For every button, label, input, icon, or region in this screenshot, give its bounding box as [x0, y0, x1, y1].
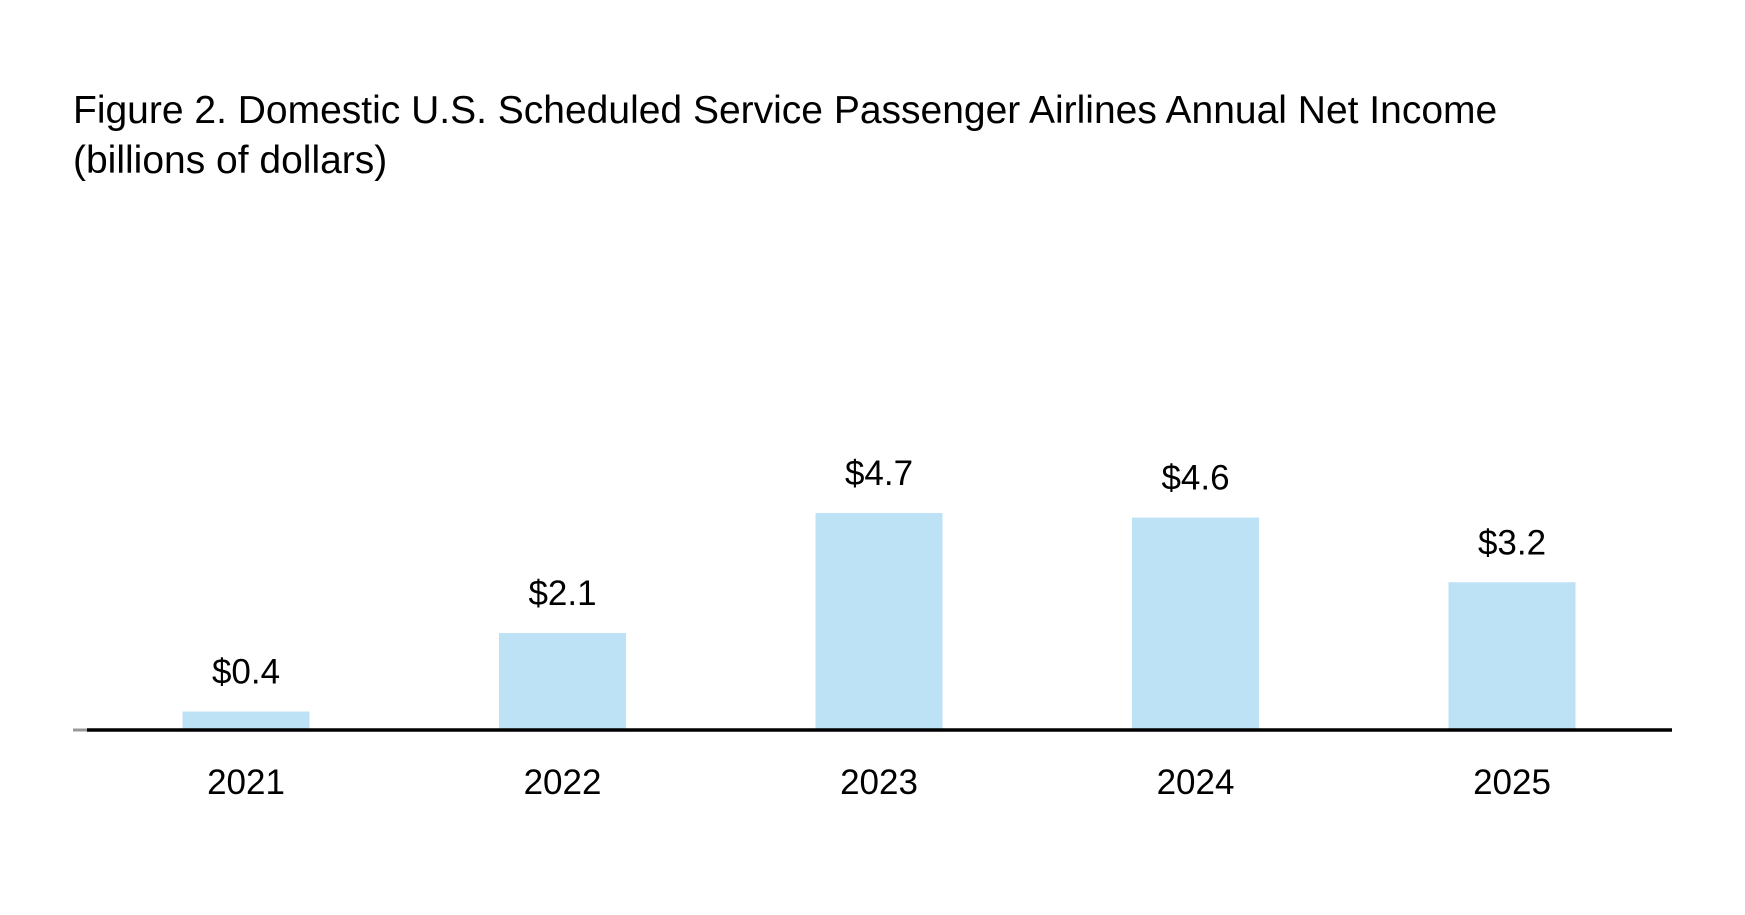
bar-2022 — [499, 633, 626, 730]
x-tick-label-2023: 2023 — [840, 763, 918, 802]
data-label-2021: $0.4 — [212, 653, 280, 692]
data-label-2025: $3.2 — [1478, 523, 1546, 562]
x-tick-label-2024: 2024 — [1157, 763, 1235, 802]
bar-2021 — [182, 711, 310, 730]
bars-layer — [182, 513, 1576, 730]
bar-2025 — [1448, 582, 1576, 730]
data-label-2023: $4.7 — [845, 454, 913, 493]
x-tick-label-2025: 2025 — [1473, 763, 1551, 802]
data-labels-layer: $0.4 $2.1 $4.7 $4.6 $3.2 — [212, 454, 1546, 692]
data-label-2022: $2.1 — [528, 574, 596, 613]
chart-title: Figure 2. Domestic U.S. Scheduled Servic… — [73, 86, 1713, 186]
data-label-2024: $4.6 — [1161, 459, 1229, 498]
bar-2024 — [1132, 517, 1259, 730]
chart-subtitle: (billions of dollars) — [73, 139, 388, 182]
x-tick-label-2022: 2022 — [524, 763, 602, 802]
bar-2023 — [815, 513, 943, 730]
x-tick-label-2021: 2021 — [207, 763, 285, 802]
chart-title-text: Figure 2. Domestic U.S. Scheduled Servic… — [73, 89, 1498, 132]
x-tick-labels-layer: 2021 2022 2023 2024 2025 — [207, 763, 1551, 802]
